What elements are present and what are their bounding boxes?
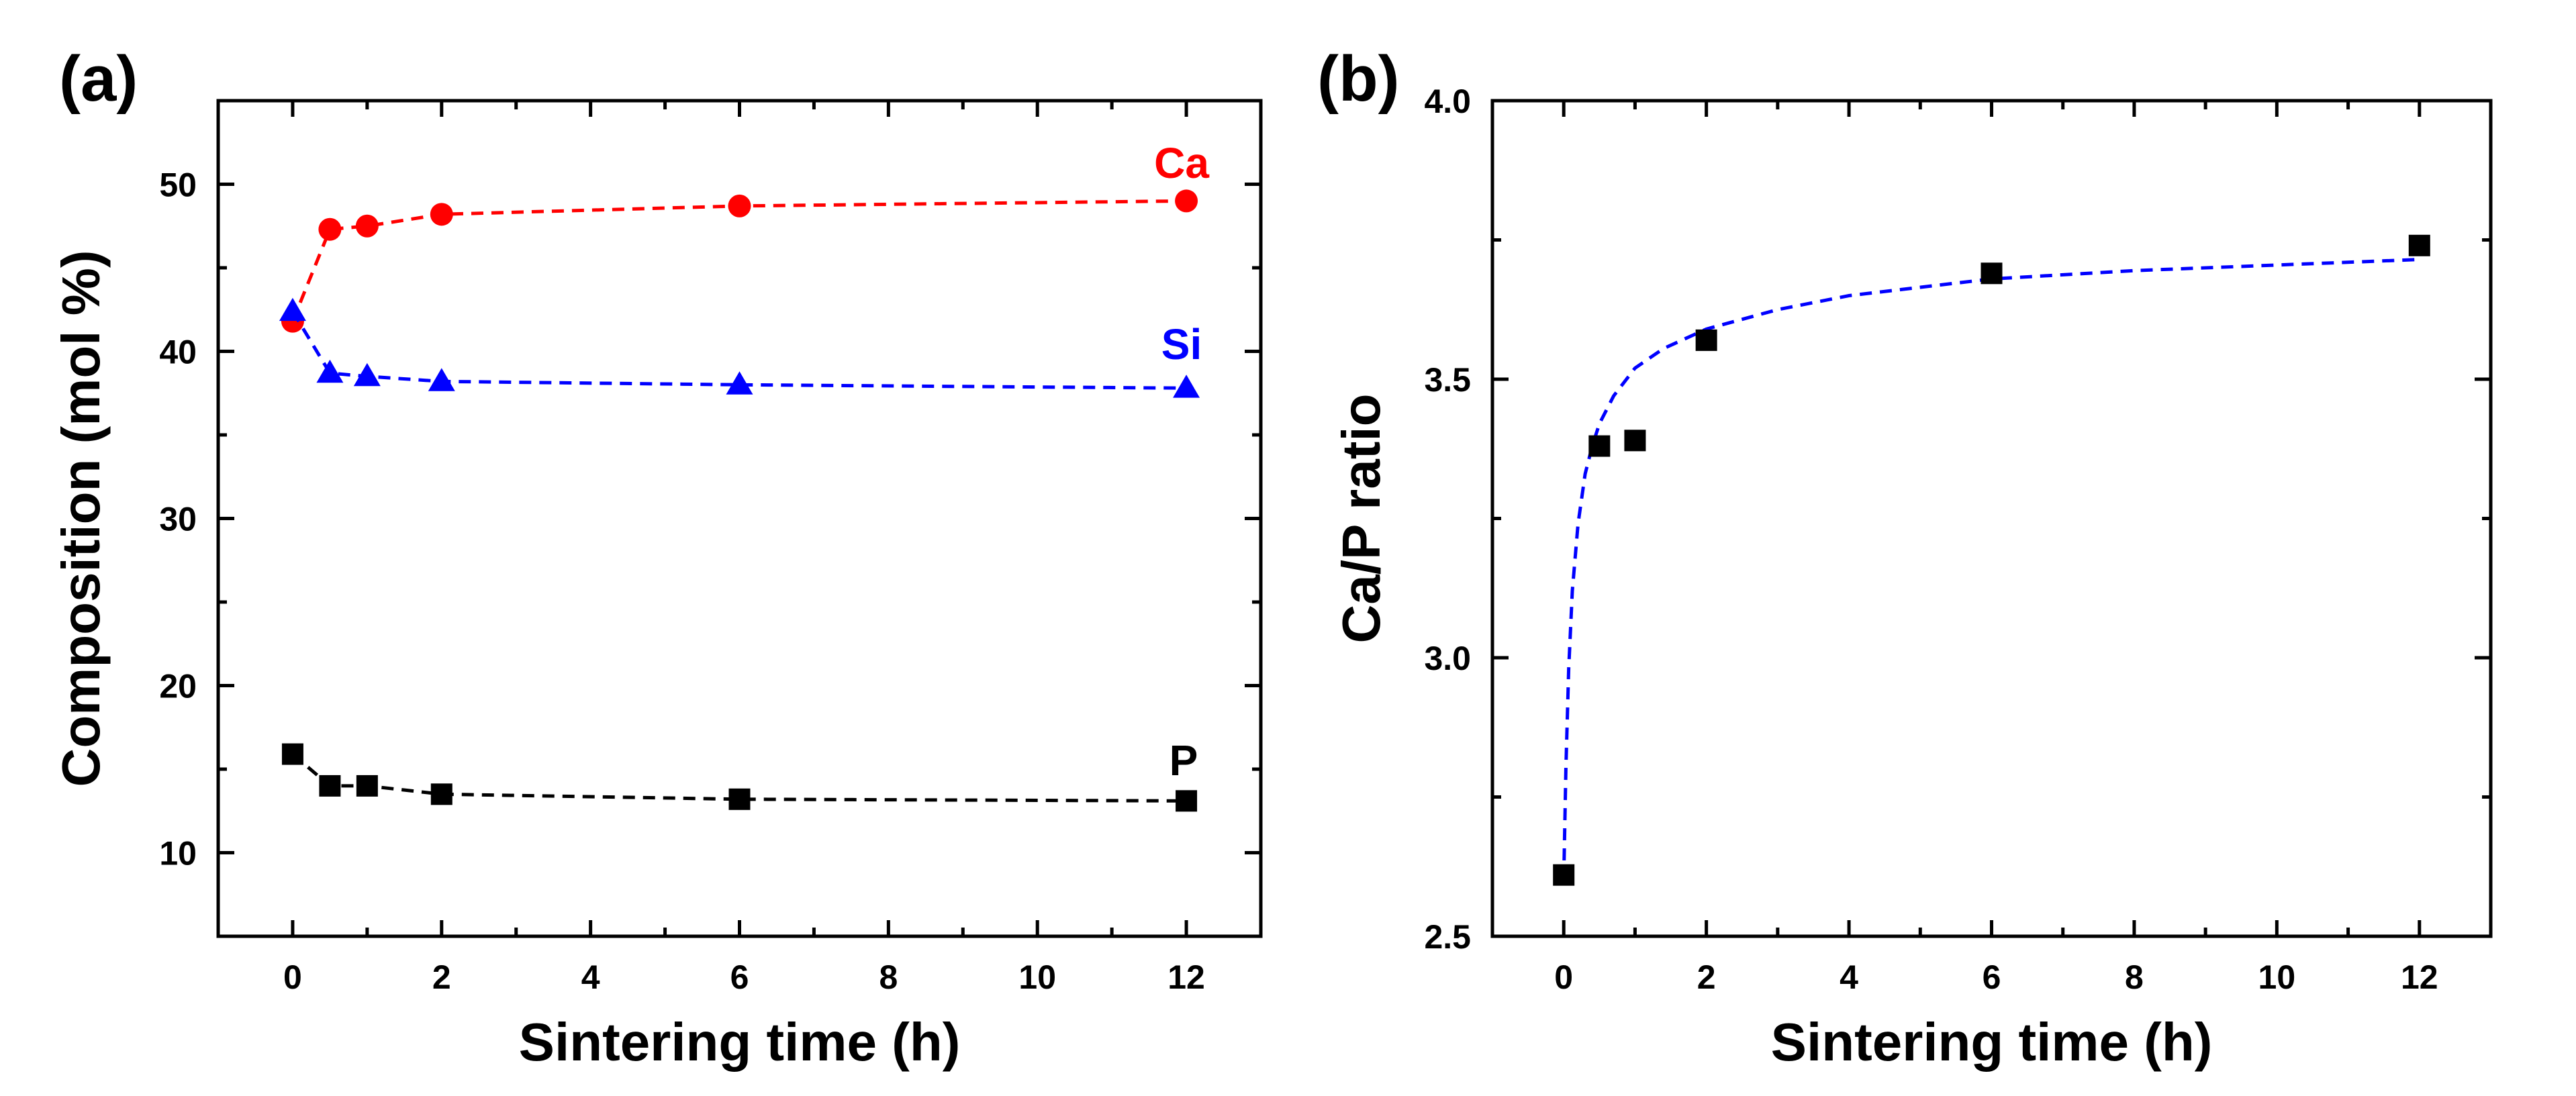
panel-label: (b) [1317, 43, 1400, 115]
y-axis-label: Composition (mol %) [51, 250, 111, 787]
x-tick-label: 8 [2125, 958, 2144, 996]
series-si-label: Si [1161, 320, 1202, 368]
y-tick-label: 2.5 [1424, 918, 1471, 956]
x-tick-label: 6 [1983, 958, 2001, 996]
y-tick-label: 3.0 [1424, 640, 1471, 677]
y-tick-label: 50 [159, 166, 197, 204]
x-tick-label: 4 [1840, 958, 1858, 996]
y-tick-label: 20 [159, 668, 197, 705]
x-tick-label: 2 [1697, 958, 1716, 996]
x-axis-label: Sintering time (h) [1771, 1012, 2213, 1072]
x-tick-label: 8 [879, 958, 898, 996]
x-tick-label: 0 [283, 958, 302, 996]
series-ca-p-point [1624, 430, 1646, 452]
series-si-point [726, 371, 753, 395]
panel-label: (a) [59, 43, 138, 115]
y-tick-label: 4.0 [1424, 83, 1471, 120]
series-si-point [1173, 375, 1200, 398]
x-tick-label: 10 [1018, 958, 1056, 996]
plot-frame [1490, 99, 2493, 938]
series-ca-point [728, 194, 751, 217]
series-ca-point [1175, 189, 1198, 213]
panel-a-composition-chart: 0 2 4 6 8 10 12 10 20 30 40 50 Sintering time (h) Com… [51, 43, 1263, 1072]
x-axis-label: Sintering time (h) [519, 1012, 961, 1072]
series-ca-line [291, 199, 1187, 322]
series-ca-label: Ca [1154, 139, 1209, 187]
series-p-point [1176, 790, 1198, 812]
panel-b-ca-p-ratio-chart: 0 2 4 6 8 10 12 2.5 3.0 3.5 4.0 Sintering time (h) C… [1317, 43, 2493, 1072]
y-tick-label: 10 [159, 835, 197, 873]
series-ca-p-point [1981, 262, 2003, 285]
x-tick-label: 4 [581, 958, 600, 996]
x-tick-label: 2 [432, 958, 451, 996]
series-p-point [728, 788, 751, 810]
series-ca-p-point [1588, 435, 1611, 457]
series-ca-point [430, 203, 453, 226]
series-ca-point [318, 217, 342, 241]
series-p-point [356, 775, 378, 797]
y-axis-label: Ca/P ratio [1331, 394, 1391, 644]
series-ca-p-point [1695, 329, 1717, 351]
x-tick-label: 6 [730, 958, 749, 996]
y-tick-label: 3.5 [1424, 361, 1471, 399]
x-tick-label: 10 [2258, 958, 2296, 996]
series-si-point [316, 359, 344, 383]
series-si-point [279, 297, 306, 321]
x-tick-label: 12 [2401, 958, 2438, 996]
fit-curve [1562, 258, 2420, 881]
series-p-label: P [1170, 736, 1198, 785]
series-ca-p-point [2408, 234, 2430, 256]
x-tick-label: 0 [1554, 958, 1573, 996]
series-p-point [430, 783, 452, 805]
series-si-line [291, 310, 1187, 390]
series-p-point [319, 775, 341, 797]
x-tick-label: 12 [1167, 958, 1205, 996]
y-tick-label: 30 [159, 501, 197, 538]
series-ca-p-point [1553, 864, 1575, 886]
series-si-point [353, 362, 381, 387]
series-si-point [428, 368, 455, 391]
series-ca-point [355, 214, 379, 238]
series-p-point [281, 743, 303, 765]
y-tick-label: 40 [159, 334, 197, 371]
